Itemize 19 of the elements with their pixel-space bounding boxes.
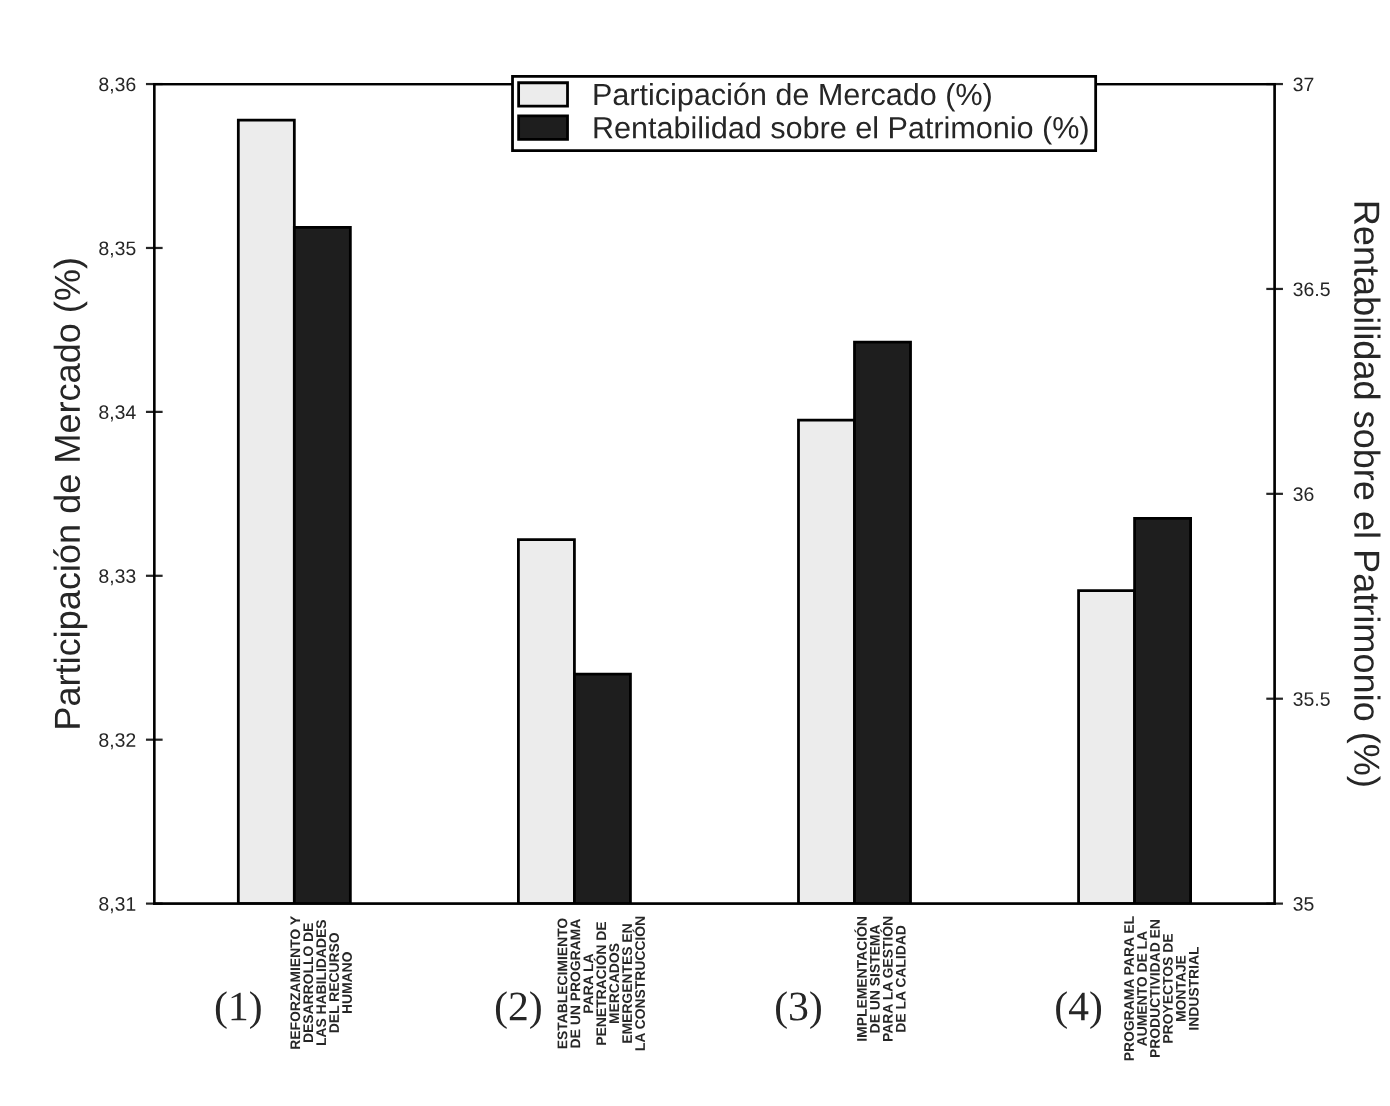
y-tick-label: 8,33 [99, 569, 136, 586]
y-axis-title: Participación de Mercado (%) [53, 259, 88, 728]
x-tick-label: (4) [1056, 991, 1102, 1030]
y-tick-label: 8,36 [99, 77, 136, 94]
x-tick-label: (3) [776, 991, 821, 1030]
y2-tick-label: 36 [1293, 487, 1314, 502]
x-tick-label: (1) [215, 991, 261, 1030]
y-tick-label: 8,34 [99, 405, 136, 422]
legend-label: Participación de Mercado (%) [594, 82, 991, 112]
y-tick-label: 8,35 [99, 241, 136, 258]
y-tick-label: 8,31 [99, 897, 136, 914]
y2-tick-label: 35 [1293, 897, 1314, 911]
y-tick-label: 8,32 [99, 733, 136, 750]
y2-axis-title: Rentabilidad sobre el Patrimonio (%) [1346, 202, 1381, 786]
x-tick-label: (2) [495, 991, 541, 1030]
y2-tick-label: 37 [1293, 77, 1314, 92]
y2-tick-label: 36.5 [1293, 282, 1330, 297]
legend-label: Rentabilidad sobre el Patrimonio (%) [594, 116, 1088, 145]
y2-tick-label: 35.5 [1293, 692, 1330, 706]
